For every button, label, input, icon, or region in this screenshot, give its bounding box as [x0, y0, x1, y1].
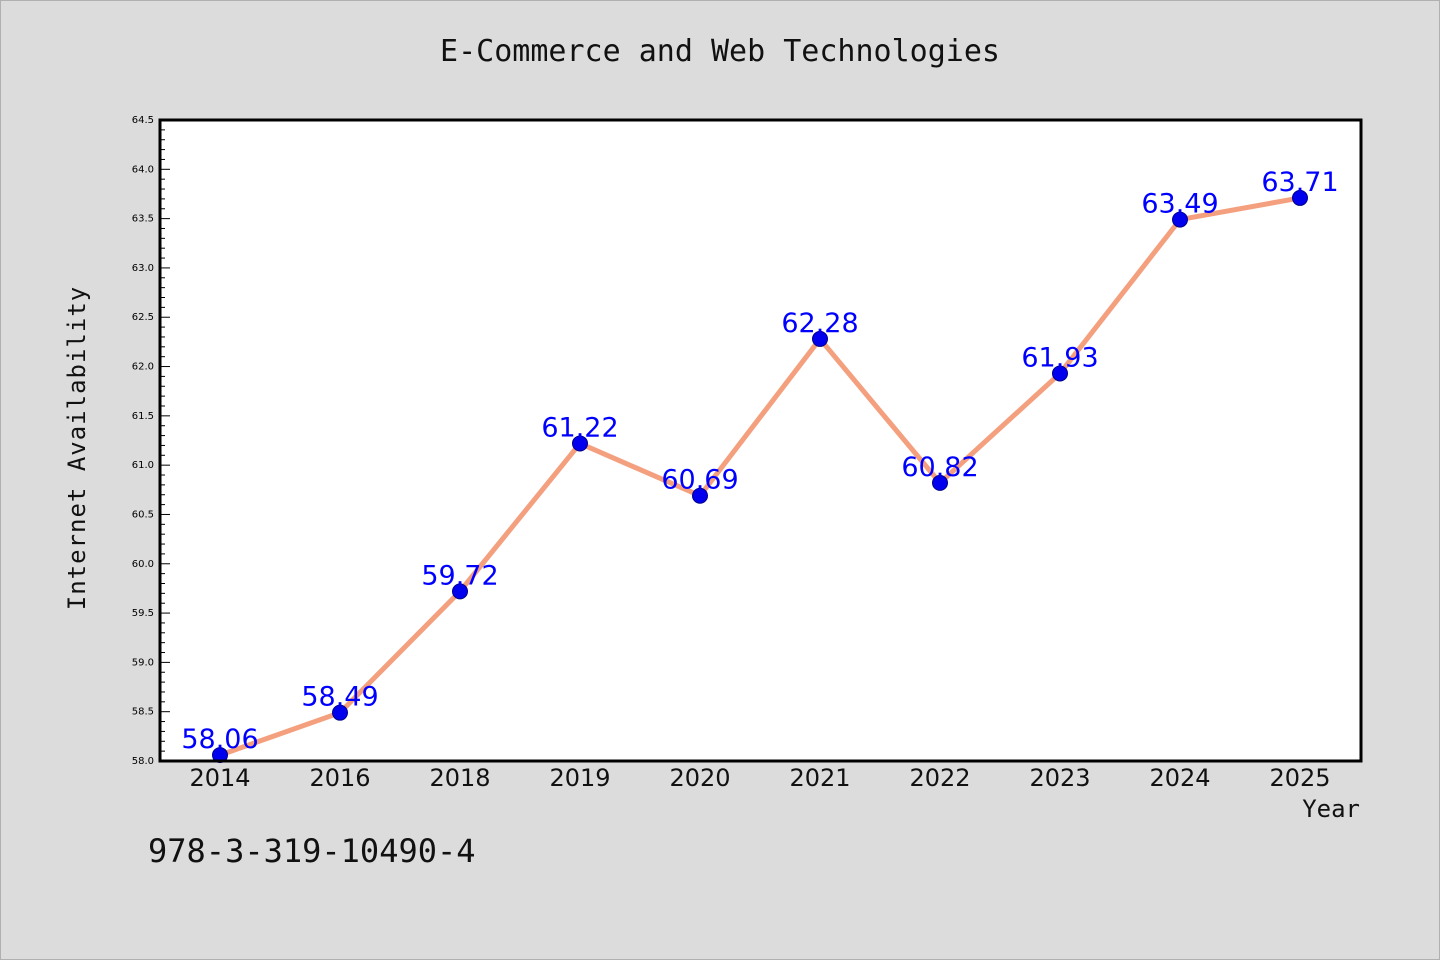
data-label: 59.72 [421, 560, 498, 591]
data-label: 63.71 [1261, 167, 1338, 198]
y-tick-label: 62.0 [132, 362, 154, 373]
data-label: 60.82 [901, 452, 978, 483]
y-tick-label: 64.0 [132, 164, 154, 175]
data-point [1052, 365, 1068, 382]
data-point [572, 435, 588, 452]
data-labels: 58.06 58.49 59.72 61.22 60.69 62.28 60.82 61.93… [181, 167, 1338, 755]
y-tick-label: 61.5 [132, 411, 154, 422]
x-tick-label: 2022 [909, 764, 970, 792]
series-line [217, 195, 1303, 758]
plot-area [160, 120, 1361, 761]
x-tick-label: 2023 [1029, 764, 1090, 792]
y-tick-label: 60.5 [132, 509, 154, 520]
y-tick-label: 59.0 [132, 657, 154, 668]
data-label: 61.93 [1021, 342, 1098, 373]
data-label: 62.28 [781, 308, 858, 339]
x-tick-label: 2019 [549, 764, 610, 792]
data-point [332, 704, 348, 721]
chart-title: E-Commerce and Web Technologies [440, 34, 1000, 69]
data-point [692, 487, 708, 504]
footnote-isbn: 978-3-319-10490-4 [148, 832, 476, 870]
x-tick-label: 2016 [309, 764, 370, 792]
x-axis-label: Year [1302, 795, 1360, 823]
data-label: 63.49 [1141, 189, 1218, 220]
x-tick-label: 2020 [669, 764, 730, 792]
series [212, 189, 1308, 764]
y-tick-label: 58.5 [132, 707, 154, 718]
data-point [452, 583, 468, 600]
plot-border [158, 118, 1363, 763]
data-label: 58.49 [301, 682, 378, 713]
x-tick-label: 2021 [789, 764, 850, 792]
y-tick-label: 63.5 [132, 214, 154, 225]
y-tick-label: 60.0 [132, 559, 154, 570]
y-tick-label: 59.5 [132, 608, 154, 619]
data-point [932, 474, 948, 491]
x-tick-label: 2024 [1149, 764, 1210, 792]
y-tick-label: 61.0 [132, 460, 154, 471]
x-tick-label: 2018 [429, 764, 490, 792]
data-label: 60.69 [661, 465, 738, 496]
x-axis: 2014 2016 2018 2019 2020 2021 2022 2023 2024 2025 [189, 764, 1330, 792]
data-label: 58.06 [181, 724, 258, 755]
x-tick-label: 2025 [1269, 764, 1330, 792]
data-point [1172, 211, 1188, 228]
data-point [1292, 189, 1308, 206]
x-tick-label: 2014 [189, 764, 250, 792]
data-point [212, 747, 228, 764]
y-axis: 58.0 58.5 59.0 59.5 60.0 60.5 61.0 61.5 62.0 62.5… [132, 115, 170, 767]
y-tick-label: 63.0 [132, 263, 154, 274]
y-tick-label: 58.0 [132, 756, 154, 767]
y-tick-label: 64.5 [132, 115, 154, 126]
data-label: 61.22 [541, 412, 618, 443]
data-point [812, 330, 828, 347]
y-tick-label: 62.5 [132, 312, 154, 323]
